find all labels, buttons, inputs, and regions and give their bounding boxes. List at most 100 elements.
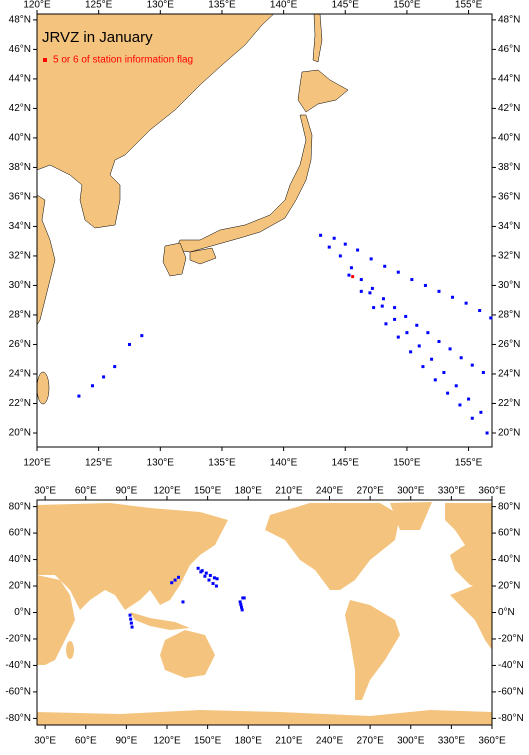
- regional-land: [37, 14, 349, 405]
- y-tick-label: 46°N: [9, 44, 31, 55]
- x-tick-label: 210°E: [275, 486, 303, 497]
- x-tick-label: 150°E: [194, 736, 222, 747]
- land: [189, 247, 217, 265]
- x-tick-label: 180°E: [235, 486, 263, 497]
- land: [160, 630, 215, 678]
- station-point: [327, 245, 331, 249]
- y-tick-label: -60°N: [498, 687, 524, 698]
- station-point: [214, 584, 218, 588]
- x-tick-label: 155°E: [455, 0, 483, 11]
- station-point: [173, 578, 177, 582]
- y-tick-label: 28°N: [498, 310, 520, 321]
- station-point: [479, 410, 483, 414]
- y-tick-label: 60°N: [498, 528, 520, 539]
- station-point: [369, 257, 373, 261]
- x-tick-label: 90°E: [115, 736, 137, 747]
- y-tick-label: 22°N: [9, 398, 31, 409]
- station-point: [196, 566, 200, 570]
- station-point: [211, 582, 215, 586]
- x-tick-label: 125°E: [85, 0, 113, 11]
- x-tick-label: 60°E: [75, 486, 97, 497]
- y-tick-label: 24°N: [498, 369, 520, 380]
- y-tick-label: 22°N: [498, 398, 520, 409]
- x-tick-label: 150°E: [393, 0, 421, 11]
- land: [390, 502, 432, 530]
- station-point: [129, 617, 133, 621]
- y-tick-label: 30°N: [9, 280, 31, 291]
- land: [312, 14, 323, 63]
- x-tick-label: 130°E: [147, 0, 175, 11]
- station-point: [485, 431, 489, 435]
- station-point: [393, 306, 397, 310]
- x-tick-label: 300°E: [397, 736, 425, 747]
- station-point: [332, 236, 336, 240]
- station-point: [464, 301, 468, 305]
- land: [37, 14, 275, 229]
- x-tick-label: 300°E: [397, 486, 425, 497]
- land: [345, 600, 400, 700]
- station-point: [238, 600, 242, 604]
- y-tick-label: 42°N: [9, 103, 31, 114]
- y-tick-label: 34°N: [498, 221, 520, 232]
- station-point: [396, 270, 400, 274]
- y-tick-label: 0°N: [14, 607, 31, 618]
- station-point: [319, 233, 323, 237]
- x-tick-label: 145°E: [332, 0, 360, 11]
- x-tick-label: 130°E: [147, 458, 175, 469]
- station-point: [451, 295, 455, 299]
- station-point: [356, 248, 360, 252]
- x-tick-label: 30°E: [34, 736, 56, 747]
- y-tick-label: 34°N: [9, 221, 31, 232]
- station-point: [448, 347, 452, 351]
- y-tick-label: 28°N: [9, 310, 31, 321]
- station-point: [426, 331, 430, 335]
- station-point: [240, 608, 244, 612]
- station-point: [437, 289, 441, 293]
- x-tick-label: 330°E: [438, 736, 466, 747]
- station-point: [208, 573, 212, 577]
- y-tick-label: 80°N: [9, 501, 31, 512]
- station-point: [404, 314, 408, 318]
- station-point: [239, 605, 243, 609]
- y-tick-label: -80°N: [5, 713, 31, 724]
- x-tick-label: 120°E: [153, 486, 181, 497]
- station-point: [458, 403, 462, 407]
- y-tick-label: 36°N: [498, 192, 520, 203]
- station-point: [467, 397, 471, 401]
- x-tick-label: 140°E: [270, 458, 298, 469]
- y-tick-label: 38°N: [498, 162, 520, 173]
- land: [37, 575, 75, 665]
- x-tick-label: 150°E: [393, 458, 421, 469]
- y-tick-label: -60°N: [5, 687, 31, 698]
- y-tick-label: 20°N: [498, 581, 520, 592]
- station-point: [140, 334, 144, 338]
- station-point: [130, 625, 134, 629]
- station-point: [102, 375, 106, 379]
- station-point: [177, 575, 181, 579]
- land: [297, 69, 349, 113]
- station-point: [478, 309, 482, 313]
- x-tick-label: 125°E: [85, 458, 113, 469]
- station-point: [454, 384, 458, 388]
- station-point: [380, 304, 384, 308]
- x-tick-label: 60°E: [75, 736, 97, 747]
- x-tick-label: 210°E: [275, 736, 303, 747]
- x-tick-label: 135°E: [208, 0, 236, 11]
- station-point: [181, 600, 185, 604]
- y-tick-label: 40°N: [498, 133, 520, 144]
- x-tick-label: 145°E: [332, 458, 360, 469]
- map-frame: [36, 13, 493, 448]
- y-tick-label: -40°N: [498, 660, 524, 671]
- world-land: [37, 502, 492, 725]
- station-point: [204, 571, 208, 575]
- station-point: [459, 356, 463, 360]
- station-point: [405, 331, 409, 335]
- station-point: [347, 273, 351, 277]
- x-tick-label: 240°E: [316, 736, 344, 747]
- y-tick-label: 20°N: [9, 581, 31, 592]
- station-point: [199, 570, 203, 574]
- station-point: [381, 297, 385, 301]
- x-tick-label: 150°E: [194, 486, 222, 497]
- legend-marker: [43, 58, 47, 62]
